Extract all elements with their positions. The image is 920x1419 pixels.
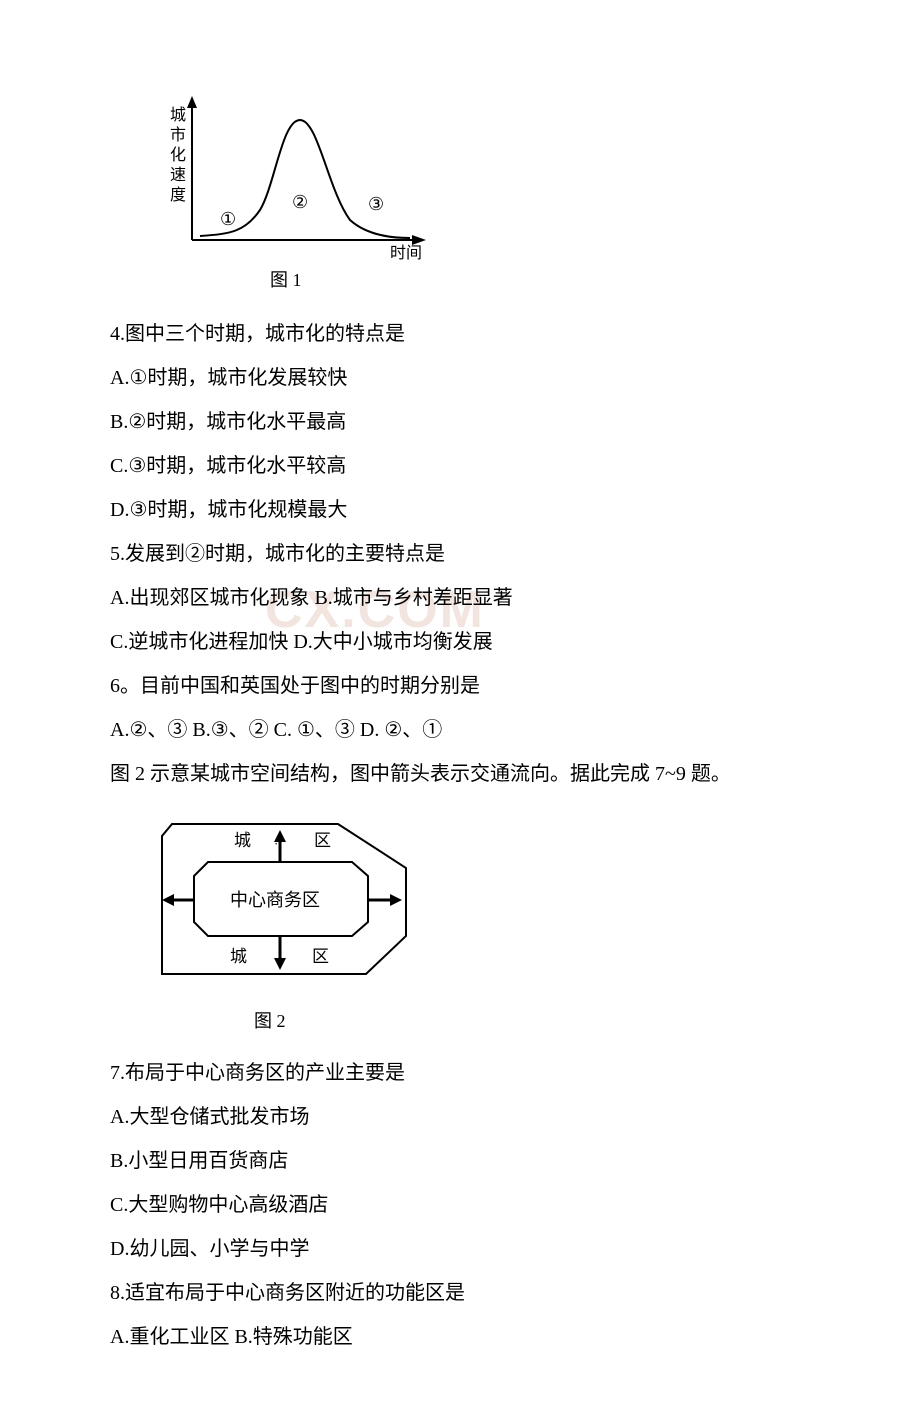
svg-text:①: ①	[220, 209, 236, 229]
q8-option-ab: A.重化工业区 B.特殊功能区	[110, 1315, 810, 1359]
q5-stem: 5.发展到②时期，城市化的主要特点是	[110, 532, 810, 576]
q8-stem: 8.适宜布局于中心商务区附近的功能区是	[110, 1271, 810, 1315]
svg-text:速: 速	[170, 166, 186, 184]
svg-text:②: ②	[292, 192, 308, 212]
q7-option-b: B.小型日用百货商店	[110, 1139, 810, 1183]
figure-1: 城 市 化 速 度 ① ② ③ 时间 图 1	[150, 90, 810, 292]
q7-option-c: C.大型购物中心高级酒店	[110, 1183, 810, 1227]
q7-option-a: A.大型仓储式批发市场	[110, 1095, 810, 1139]
svg-text:化: 化	[170, 146, 186, 164]
svg-text:中心商务区: 中心商务区	[230, 890, 320, 910]
figure-2: 城 · 区 中心商务区 城 区 图 2	[144, 806, 810, 1033]
q5-option-ab: A.出现郊区城市化现象 B.城市与乡村差距显著	[110, 576, 810, 620]
q7-option-d: D.幼儿园、小学与中学	[110, 1227, 810, 1271]
svg-text:时间: 时间	[390, 244, 422, 260]
q6-stem: 6。目前中国和英国处于图中的时期分别是	[110, 664, 810, 708]
svg-text:城: 城	[234, 831, 251, 850]
svg-text:市: 市	[170, 126, 186, 144]
q5-option-cd: C.逆城市化进程加快 D.大中小城市均衡发展	[110, 620, 810, 664]
q4-option-b: B.②时期，城市化水平最高	[110, 400, 810, 444]
svg-text:城: 城	[230, 947, 247, 966]
svg-text:区: 区	[312, 947, 329, 966]
q4-option-d: D.③时期，城市化规模最大	[110, 488, 810, 532]
fig1-ylabel-0: 城	[170, 106, 186, 124]
svg-text:区: 区	[314, 831, 331, 850]
q4-stem: 4.图中三个时期，城市化的特点是	[110, 312, 810, 356]
figure-2-caption: 图 2	[254, 1007, 810, 1033]
q6-options: A.②、③ B.③、② C. ①、③ D. ②、①	[110, 708, 810, 752]
q4-option-c: C.③时期，城市化水平较高	[110, 444, 810, 488]
svg-text:度: 度	[170, 186, 186, 204]
intro-2: 图 2 示意某城市空间结构，图中箭头表示交通流向。据此完成 7~9 题。	[110, 752, 810, 796]
svg-text:③: ③	[368, 194, 384, 214]
figure-1-caption: 图 1	[270, 266, 810, 292]
q4-option-a: A.①时期，城市化发展较快	[110, 356, 810, 400]
q7-stem: 7.布局于中心商务区的产业主要是	[110, 1051, 810, 1095]
